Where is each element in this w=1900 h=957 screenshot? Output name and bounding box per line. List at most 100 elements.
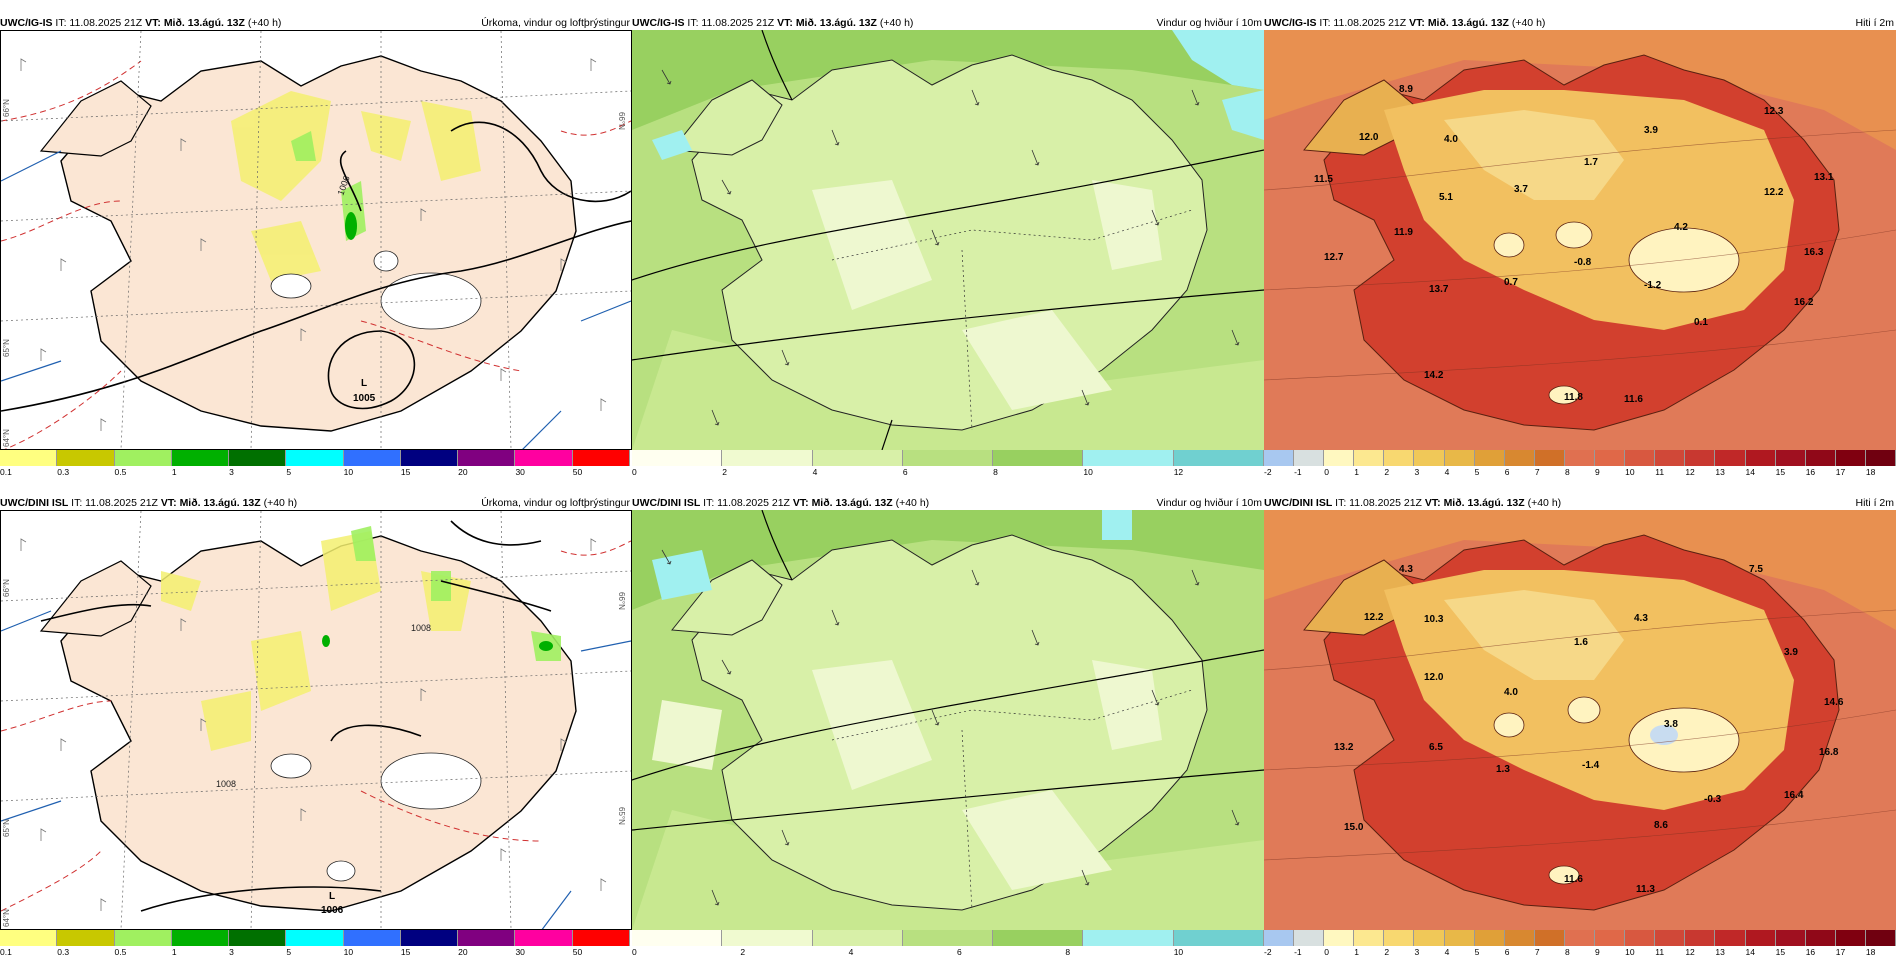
vt-label: VT: (792, 497, 809, 509)
colorbar-tick: 20 (458, 467, 468, 477)
wind-swatch (632, 450, 723, 466)
colorbar-tick: 14 (1745, 947, 1755, 957)
valid-time: Mið. 13.ágú. 13Z (795, 17, 877, 29)
colorbar-tick: 8 (1564, 467, 1570, 477)
colorbar-tick: 13 (1715, 947, 1725, 957)
init-time: IT: 11.08.2025 21Z (1335, 497, 1422, 509)
lead-time: (+40 h) (247, 17, 282, 29)
wind-arrows (661, 69, 1240, 426)
temperature-value-label: 6.5 (1429, 742, 1443, 753)
valid-time: Mið. 13.ágú. 13Z (1427, 17, 1509, 29)
colorbar-tick: 10 (1173, 947, 1184, 957)
colorbar-tick: 10 (343, 467, 354, 477)
valid-time: Mið. 13.ágú. 13Z (179, 497, 261, 509)
panel-title: Vindur og hviður í 10m (1156, 497, 1262, 509)
colorbar-tick: 10 (343, 947, 354, 957)
precip-swatch (343, 450, 401, 466)
precip-swatch (114, 450, 172, 466)
temp-panel-2: UWC/DINI ISL IT: 11.08.2025 21Z VT: Mið.… (1264, 496, 1900, 957)
colorbar-tick: 3 (1414, 467, 1420, 477)
colorbar-tick: 12 (1685, 947, 1695, 957)
wind-colorbar (632, 930, 1264, 946)
temperature-value-label: 3.9 (1784, 647, 1798, 658)
colorbar-tick: 15 (1775, 947, 1786, 957)
colorbar-tick: 30 (515, 467, 525, 477)
temp-swatch (1294, 930, 1325, 946)
temperature-value-label: 11.5 (1314, 174, 1333, 185)
precip-panel-2: UWC/DINI ISL IT: 11.08.2025 21Z VT: Mið.… (0, 496, 632, 957)
temperature-value-label: 16.4 (1784, 790, 1804, 801)
colorbar-tick: 9 (1595, 947, 1600, 957)
temperature-value-label: 1.7 (1584, 157, 1598, 168)
wind-swatch (902, 450, 994, 466)
wind-swatch (722, 450, 813, 466)
temp-swatch (1595, 930, 1626, 946)
temp-swatch (1504, 930, 1535, 946)
wind-panel-2: UWC/DINI ISL IT: 11.08.2025 21Z VT: Mið.… (632, 496, 1264, 957)
colorbar-tick: 50 (572, 947, 583, 957)
temp-swatch (1564, 450, 1596, 466)
lat-label: 66°N (617, 112, 626, 130)
colorbar-tick: 5 (1474, 947, 1480, 957)
wind-swatch (812, 450, 903, 466)
colorbar-tick: 50 (572, 467, 583, 477)
temperature-value-label: 13.1 (1814, 172, 1834, 183)
temperature-value-label: 7.5 (1749, 564, 1763, 575)
colorbar-tick: 16 (1805, 467, 1816, 477)
precip-colorbar (0, 450, 630, 466)
colorbar-tick: -1 (1294, 947, 1302, 957)
precip-swatch (286, 450, 344, 466)
colorbar-tick: 8 (1065, 947, 1071, 957)
colorbar-tick: 0.3 (57, 467, 70, 477)
init-time: IT: 11.08.2025 21Z (1319, 17, 1407, 29)
colorbar-tick: 6 (902, 467, 908, 477)
colorbar-tick: 7 (1534, 467, 1540, 477)
wind-swatch (632, 930, 723, 946)
precip-swatch (572, 930, 630, 946)
panel-header: UWC/IG-IS IT: 11.08.2025 21Z VT: Mið. 13… (0, 16, 632, 30)
temp-swatch (1504, 450, 1535, 466)
temperature-value-label: 12.2 (1364, 612, 1384, 623)
temp-swatch (1324, 450, 1355, 466)
temp-swatch (1655, 450, 1686, 466)
temperature-value-label: 10.3 (1424, 614, 1444, 625)
precip-swatch (229, 450, 287, 466)
colorbar-tick: 7 (1534, 947, 1540, 957)
colorbar-tick: 2 (722, 467, 728, 477)
colorbar-tick: 3 (229, 947, 234, 957)
lead-time: (+40 h) (1527, 497, 1562, 509)
precip-swatch (458, 930, 516, 946)
colorbar-tick: 18 (1865, 467, 1876, 477)
temperature-value-label: 13.2 (1334, 742, 1354, 753)
colorbar-tick: 2 (740, 947, 746, 957)
wind-arrows (661, 549, 1240, 906)
colorbar-tick: 4 (1444, 947, 1450, 957)
precip-swatch (57, 930, 115, 946)
model-name: UWC/DINI ISL (632, 497, 701, 509)
temperature-value-label: 15.0 (1344, 822, 1364, 833)
colorbar-tick: 4 (1444, 467, 1450, 477)
temp-swatch (1745, 930, 1776, 946)
precip-swatch (572, 450, 630, 466)
temp-swatch (1534, 450, 1565, 466)
temp-swatch (1715, 930, 1746, 946)
precip-swatch (458, 450, 516, 466)
temp-swatch (1805, 450, 1836, 466)
colorbar-tick: 11 (1655, 947, 1665, 957)
vt-label: VT: (145, 17, 161, 29)
init-time: IT: 11.08.2025 21Z (55, 17, 143, 29)
panel-title: Hiti í 2m (1855, 497, 1894, 509)
panel-title: Úrkoma, vindur og loftþrýstingur (481, 17, 630, 29)
temperature-value-label: 12.3 (1764, 106, 1784, 117)
precip-colorbar-ticks: 0.1 0.3 0.5 1 3 5 10 15 20 30 50 (0, 947, 630, 957)
colorbar-tick: 8 (993, 467, 998, 477)
temp-swatch (1835, 450, 1866, 466)
lead-time: (+40 h) (263, 497, 298, 509)
colorbar-tick: 30 (515, 947, 525, 957)
temp-swatch (1414, 450, 1445, 466)
colorbar-tick: 13 (1715, 467, 1725, 477)
colorbar-tick: 2 (1384, 467, 1390, 477)
temp-swatch (1534, 930, 1565, 946)
panel-header: UWC/DINI ISL IT: 11.08.2025 21Z VT: Mið.… (0, 496, 632, 510)
temperature-value-label: -0.3 (1704, 794, 1722, 805)
